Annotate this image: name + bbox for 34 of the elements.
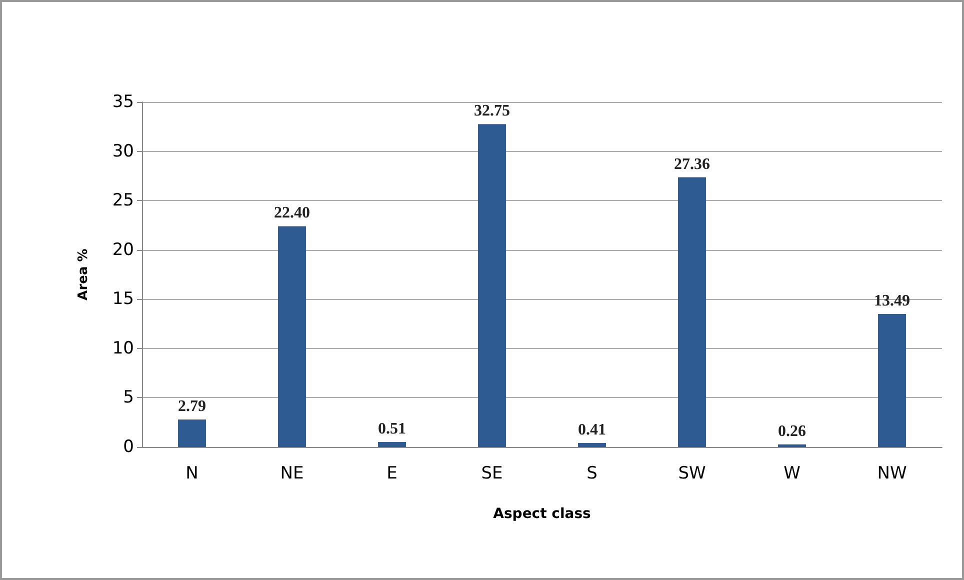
bar xyxy=(678,177,706,447)
bar xyxy=(478,124,506,447)
data-label: 0.41 xyxy=(578,421,606,438)
data-label: 27.36 xyxy=(674,156,710,173)
bar xyxy=(278,226,306,447)
y-tick-label: 0 xyxy=(123,437,134,457)
y-tick-label: 15 xyxy=(112,289,134,310)
x-tick-label: E xyxy=(386,464,398,484)
x-tick-label: N xyxy=(186,464,198,484)
x-tick-label: W xyxy=(784,464,801,484)
x-tick-label: S xyxy=(586,464,598,484)
y-tick-label: 5 xyxy=(123,388,134,408)
x-tick-label: NW xyxy=(877,464,907,484)
data-label: 0.26 xyxy=(778,422,806,440)
y-tick-label: 25 xyxy=(112,190,134,211)
data-label: 22.40 xyxy=(274,204,310,222)
bar xyxy=(378,442,406,447)
bar xyxy=(778,444,806,447)
y-axis-title: Area % xyxy=(76,248,91,300)
bar xyxy=(178,420,206,447)
x-tick-label: SW xyxy=(678,464,706,484)
x-axis-title: Aspect class xyxy=(493,506,591,522)
bar xyxy=(878,314,906,447)
data-label: 13.49 xyxy=(874,292,910,310)
x-tick-label: SE xyxy=(481,464,503,484)
y-tick-label: 20 xyxy=(112,240,134,260)
y-tick-label: 30 xyxy=(112,141,134,162)
y-tick-label: 10 xyxy=(112,338,134,358)
y-tick-label: 35 xyxy=(112,92,134,112)
data-label: 2.79 xyxy=(178,398,206,415)
bar xyxy=(578,442,606,447)
data-label: 0.51 xyxy=(378,420,406,438)
data-label: 32.75 xyxy=(474,102,510,120)
x-tick-label: NE xyxy=(280,464,304,484)
